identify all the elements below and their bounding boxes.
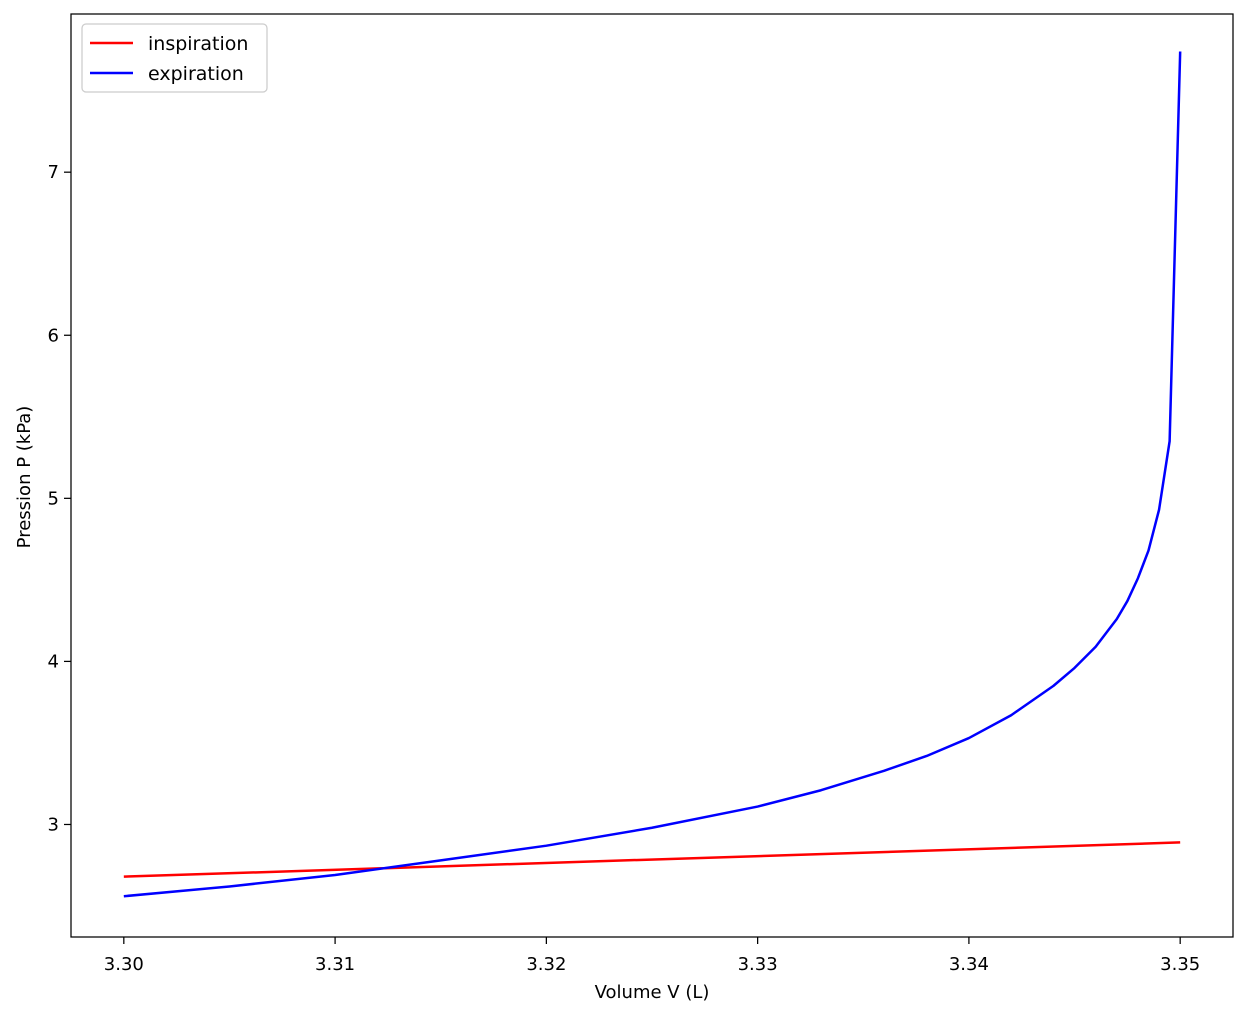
y-axis-ticks: 3 4 5 6 7 [48, 162, 71, 835]
x-axis-label: Volume V (L) [595, 982, 710, 1003]
series-line-inspiration [123, 841, 1181, 878]
plot-frame [70, 13, 1234, 938]
y-tick-label: 5 [48, 488, 59, 509]
series-line-expiration [123, 51, 1182, 898]
legend-frame [81, 23, 268, 93]
legend-label-expiration: expiration [148, 63, 244, 85]
x-tick-label: 3.31 [315, 954, 355, 975]
y-tick-label: 4 [48, 651, 59, 672]
series-layer [123, 51, 1182, 898]
x-tick-label: 3.30 [104, 954, 144, 975]
x-axis-ticks: 3.30 3.31 3.32 3.33 3.34 3.35 [104, 937, 1200, 975]
y-tick-label: 7 [48, 162, 59, 183]
y-tick-label: 6 [48, 325, 59, 346]
x-tick-label: 3.34 [949, 954, 989, 975]
y-axis-label: Pression P (kPa) [14, 406, 35, 549]
legend: inspiration expiration [81, 23, 268, 93]
x-tick-label: 3.35 [1160, 954, 1200, 975]
y-tick-label: 3 [48, 814, 59, 835]
legend-items: inspiration expiration [90, 33, 248, 85]
x-tick-label: 3.32 [526, 954, 566, 975]
x-tick-label: 3.33 [738, 954, 778, 975]
legend-label-inspiration: inspiration [148, 33, 248, 55]
